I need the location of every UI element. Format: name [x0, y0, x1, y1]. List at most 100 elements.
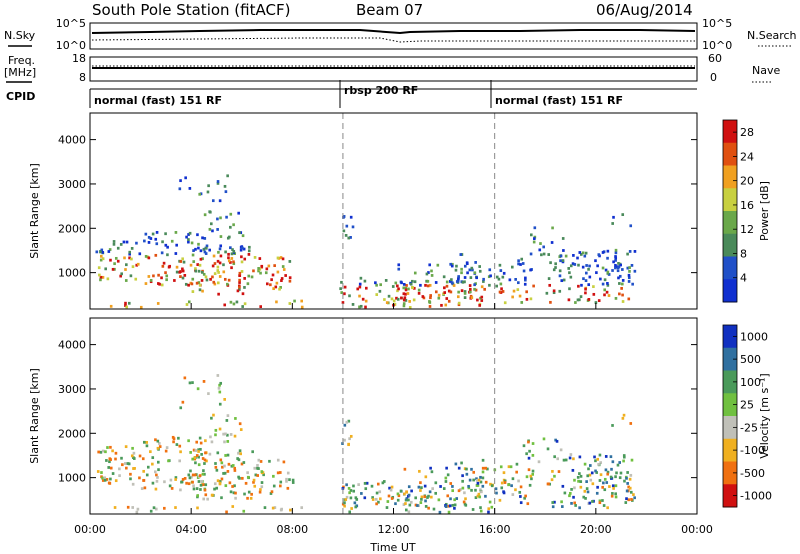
echo-cell [478, 265, 481, 268]
echo-cell [478, 269, 482, 273]
echo-cell [499, 465, 503, 469]
echo-cell [353, 501, 357, 505]
echo-cell [195, 454, 199, 457]
echo-cell [615, 471, 618, 475]
echo-cell [365, 481, 369, 485]
echo-cell [142, 479, 145, 482]
echo-cell [402, 298, 406, 302]
echo-cell [219, 244, 223, 248]
echo-cell [151, 481, 155, 485]
echo-cell [404, 286, 408, 290]
echo-cell [132, 451, 136, 455]
echo-cell [280, 279, 283, 282]
echo-cell [191, 480, 194, 484]
echo-cell [523, 496, 526, 500]
echo-cell [519, 485, 523, 489]
echo-cell [132, 456, 135, 460]
echo-cell [363, 496, 367, 500]
echo-cell [226, 469, 230, 473]
echo-cell [219, 458, 223, 462]
echo-cell [584, 496, 587, 500]
echo-cell [387, 494, 391, 498]
echo-cell [274, 285, 278, 289]
echo-cell [449, 262, 452, 266]
echo-cell [282, 460, 286, 464]
echo-cell [517, 281, 520, 285]
echo-cell [567, 298, 571, 302]
echo-cell [217, 250, 220, 254]
echo-cell [278, 471, 282, 474]
echo-cell [382, 480, 386, 483]
echo-cell [100, 471, 103, 474]
echo-cell [454, 462, 458, 466]
echo-cell [268, 459, 271, 463]
echo-cell [196, 506, 199, 510]
echo-cell [142, 440, 146, 444]
echo-cell [185, 303, 189, 306]
echo-cell [118, 467, 121, 471]
power-heatmap [95, 113, 637, 309]
echo-cell [591, 482, 595, 486]
echo-cell [562, 278, 566, 282]
echo-cell [267, 264, 271, 268]
echo-cell [232, 260, 235, 264]
echo-cell [522, 269, 526, 273]
echo-cell [503, 479, 507, 483]
echo-cell [119, 243, 123, 246]
echo-cell [157, 460, 160, 464]
echo-cell [403, 296, 407, 300]
echo-cell [149, 509, 153, 513]
echo-cell [470, 266, 474, 270]
echo-cell [201, 236, 204, 240]
echo-cell [459, 253, 463, 256]
echo-cell [568, 456, 572, 460]
echo-cell [428, 490, 432, 494]
echo-cell [158, 282, 161, 286]
echo-cell [238, 449, 242, 453]
echo-cell [477, 478, 481, 482]
echo-cell [619, 471, 623, 475]
echo-cell [487, 510, 490, 514]
echo-cell [131, 506, 135, 509]
echo-cell [216, 265, 220, 269]
colorbar-tick-label: 12 [740, 223, 754, 236]
echo-cell [135, 510, 139, 514]
nave-tick-bottom: 0 [710, 71, 717, 84]
echo-cell [432, 507, 436, 511]
echo-cell [381, 481, 385, 485]
echo-cell [475, 478, 479, 482]
echo-cell [552, 291, 556, 295]
echo-cell [187, 439, 190, 443]
echo-cell [97, 266, 101, 270]
echo-cell [569, 264, 573, 268]
echo-cell [213, 272, 217, 276]
echo-cell [225, 419, 229, 422]
echo-cell [273, 264, 276, 268]
echo-cell [218, 275, 222, 278]
echo-cell [420, 497, 423, 501]
echo-cell [614, 263, 617, 267]
echo-cell [495, 284, 499, 288]
echo-cell [149, 278, 153, 282]
echo-cell [595, 271, 598, 275]
echo-cell [258, 257, 262, 260]
echo-cell [568, 491, 572, 495]
echo-cell [463, 290, 467, 293]
power-colorbar: 4 8 12 16 20 24 28 [722, 119, 754, 303]
echo-cell [363, 279, 367, 283]
echo-cell [405, 490, 408, 494]
echo-cell [469, 276, 473, 280]
echo-cell [223, 464, 226, 468]
echo-cell [500, 481, 504, 485]
cpid-row: CPID normal (fast) 151 RF rbsp 200 RF no… [6, 80, 697, 108]
echo-cell [453, 503, 457, 507]
echo-cell [608, 485, 611, 488]
echo-cell [444, 480, 448, 483]
echo-cell [128, 252, 131, 256]
echo-cell [119, 274, 122, 278]
echo-cell [276, 458, 280, 462]
echo-cell [203, 462, 206, 465]
echo-cell [247, 249, 251, 253]
echo-cell [100, 248, 104, 252]
echo-cell [378, 490, 382, 494]
